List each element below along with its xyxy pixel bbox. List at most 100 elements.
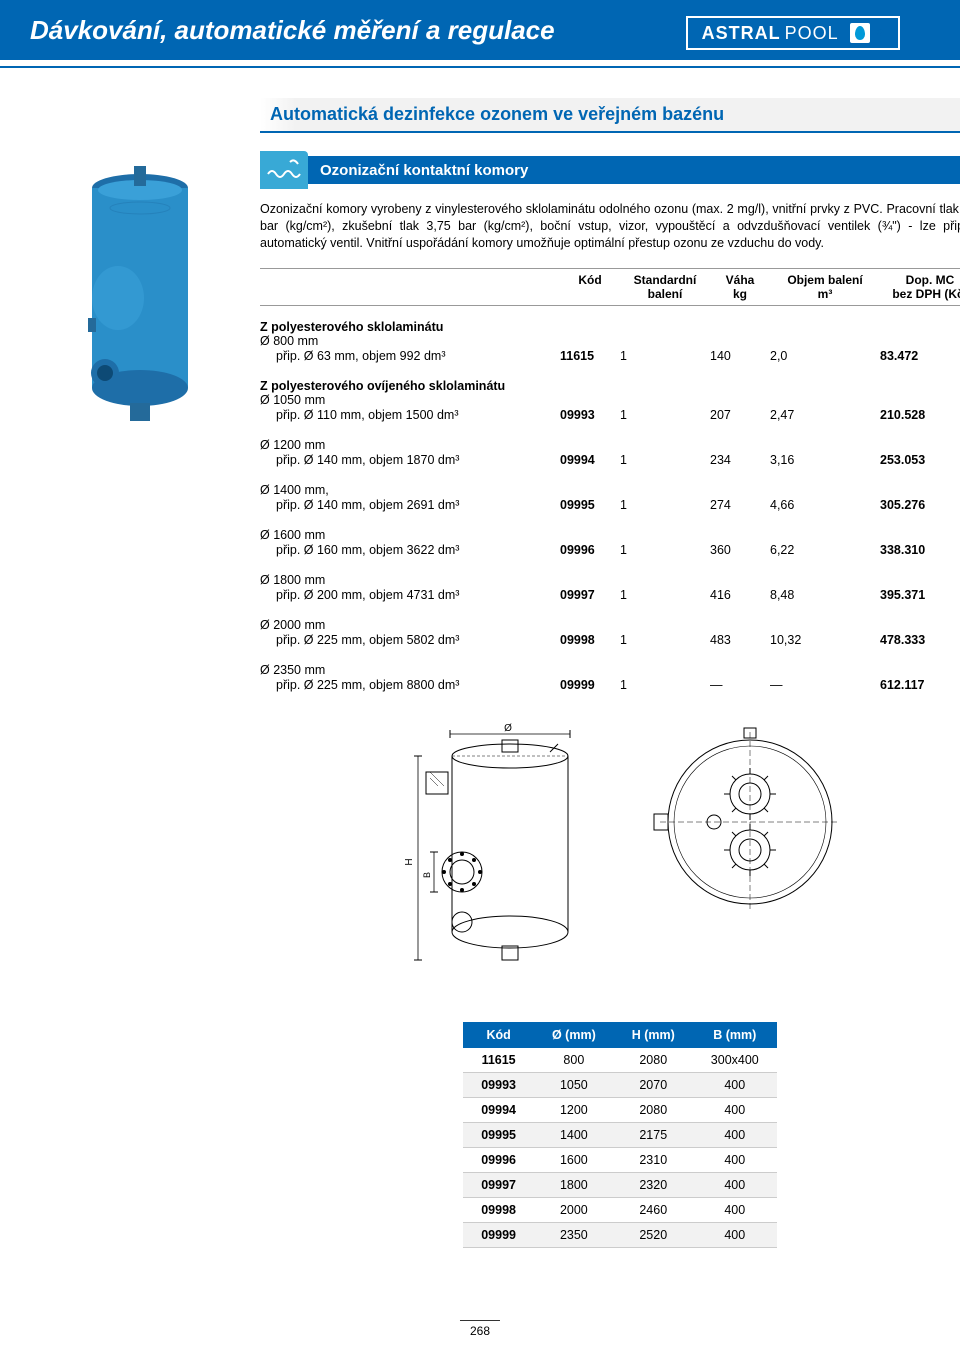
product-list: Z polyesterového sklolaminátuØ 800 mm př… bbox=[260, 320, 960, 692]
dim-cell: 1800 bbox=[534, 1172, 614, 1197]
product-diameter: Ø 1050 mm bbox=[260, 393, 960, 407]
dim-cell: 09996 bbox=[463, 1147, 534, 1172]
product-spec: přip. Ø 140 mm, objem 1870 dm³ bbox=[260, 453, 560, 467]
dim-table-body: 116158002080300x400099931050207040009994… bbox=[463, 1048, 777, 1248]
dim-cell: 1050 bbox=[534, 1072, 614, 1097]
product-diameter: Ø 800 mm bbox=[260, 334, 960, 348]
product-price: 395.371 bbox=[880, 588, 960, 602]
dim-cell: 400 bbox=[693, 1197, 777, 1222]
product-diameter: Ø 2350 mm bbox=[260, 663, 960, 677]
product-group: Ø 1200 mm přip. Ø 140 mm, objem 1870 dm³… bbox=[260, 438, 960, 467]
product-std: 1 bbox=[620, 498, 710, 512]
product-price: 612.117 bbox=[880, 678, 960, 692]
dim-cell: 09997 bbox=[463, 1172, 534, 1197]
group1-title: Z polyesterového sklolaminátu bbox=[260, 320, 960, 334]
dim-cell: 2070 bbox=[614, 1072, 693, 1097]
dim-row: 0999310502070400 bbox=[463, 1072, 777, 1097]
product-spec: přip. Ø 140 mm, objem 2691 dm³ bbox=[260, 498, 560, 512]
dim-cell: 400 bbox=[693, 1147, 777, 1172]
product-group: Ø 2350 mm přip. Ø 225 mm, objem 8800 dm³… bbox=[260, 663, 960, 692]
product-row: přip. Ø 225 mm, objem 8800 dm³ 09999 1 —… bbox=[260, 678, 960, 692]
col-kod: Kód bbox=[560, 273, 620, 301]
col-vaha: Váhakg bbox=[710, 273, 770, 301]
product-table-header: Kód Standardníbalení Váhakg Objem balení… bbox=[260, 268, 960, 306]
brand-light: POOL bbox=[785, 23, 839, 44]
product-diameter: Ø 1400 mm, bbox=[260, 483, 960, 497]
group2-title: Z polyesterového ovíjeného sklolaminátu bbox=[260, 379, 960, 393]
product-code: 11615 bbox=[560, 349, 620, 363]
dim-row: 116158002080300x400 bbox=[463, 1048, 777, 1073]
dim-cell: 2310 bbox=[614, 1147, 693, 1172]
product-group: Z polyesterového ovíjeného sklolaminátuØ… bbox=[260, 379, 960, 422]
page-title: Dávkování, automatické měření a regulace bbox=[30, 15, 555, 46]
dim-cell: 1400 bbox=[534, 1122, 614, 1147]
section-title: Automatická dezinfekce ozonem ve veřejné… bbox=[270, 104, 960, 125]
dim-cell: 2520 bbox=[614, 1222, 693, 1247]
product-volume: — bbox=[770, 678, 880, 692]
product-code: 09998 bbox=[560, 633, 620, 647]
dim-cell: 400 bbox=[693, 1122, 777, 1147]
product-std: 1 bbox=[620, 453, 710, 467]
product-std: 1 bbox=[620, 408, 710, 422]
product-code: 09996 bbox=[560, 543, 620, 557]
product-group: Ø 1800 mm přip. Ø 200 mm, objem 4731 dm³… bbox=[260, 573, 960, 602]
product-volume: 2,0 bbox=[770, 349, 880, 363]
product-price: 338.310 bbox=[880, 543, 960, 557]
dim-cell: 400 bbox=[693, 1172, 777, 1197]
brand-bold: ASTRAL bbox=[702, 23, 781, 44]
product-std: 1 bbox=[620, 633, 710, 647]
dim-cell: 09999 bbox=[463, 1222, 534, 1247]
dim-cell: 2175 bbox=[614, 1122, 693, 1147]
left-column bbox=[40, 98, 240, 1248]
dim-cell: 09994 bbox=[463, 1097, 534, 1122]
product-std: 1 bbox=[620, 349, 710, 363]
product-image bbox=[60, 158, 220, 438]
product-weight: 140 bbox=[710, 349, 770, 363]
dim-row: 0999514002175400 bbox=[463, 1122, 777, 1147]
product-row: přip. Ø 160 mm, objem 3622 dm³ 09996 1 3… bbox=[260, 543, 960, 557]
dim-row: 0999718002320400 bbox=[463, 1172, 777, 1197]
svg-text:Ø: Ø bbox=[504, 723, 512, 734]
product-spec: přip. Ø 225 mm, objem 8800 dm³ bbox=[260, 678, 560, 692]
product-price: 210.528 bbox=[880, 408, 960, 422]
dim-cell: 09993 bbox=[463, 1072, 534, 1097]
diagram-area: Ø bbox=[260, 722, 960, 1248]
registered-mark: ® bbox=[877, 28, 884, 39]
product-std: 1 bbox=[620, 678, 710, 692]
dim-cell: 800 bbox=[534, 1048, 614, 1073]
svg-text:B: B bbox=[422, 872, 432, 878]
product-weight: 274 bbox=[710, 498, 770, 512]
svg-text:H: H bbox=[404, 858, 415, 865]
product-row: přip. Ø 63 mm, objem 992 dm³ 11615 1 140… bbox=[260, 349, 960, 363]
col-dop: Dop. MCbez DPH (Kč) bbox=[880, 273, 960, 301]
product-volume: 10,32 bbox=[770, 633, 880, 647]
subsection-row: Ozonizační kontaktní komory bbox=[260, 151, 960, 189]
product-price: 253.053 bbox=[880, 453, 960, 467]
drop-icon bbox=[849, 22, 871, 44]
product-weight: 360 bbox=[710, 543, 770, 557]
dim-cell: 2460 bbox=[614, 1197, 693, 1222]
product-row: přip. Ø 200 mm, objem 4731 dm³ 09997 1 4… bbox=[260, 588, 960, 602]
product-std: 1 bbox=[620, 543, 710, 557]
product-price: 83.472 bbox=[880, 349, 960, 363]
product-group: Ø 2000 mm přip. Ø 225 mm, objem 5802 dm³… bbox=[260, 618, 960, 647]
dim-cell: 2000 bbox=[534, 1197, 614, 1222]
product-weight: 483 bbox=[710, 633, 770, 647]
page-number: 268 bbox=[460, 1320, 500, 1338]
dim-cell: 1200 bbox=[534, 1097, 614, 1122]
product-row: přip. Ø 110 mm, objem 1500 dm³ 09993 1 2… bbox=[260, 408, 960, 422]
content-area: Automatická dezinfekce ozonem ve veřejné… bbox=[0, 98, 960, 1278]
product-spec: přip. Ø 110 mm, objem 1500 dm³ bbox=[260, 408, 560, 422]
description-text: Ozonizační komory vyrobeny z vinylestero… bbox=[260, 201, 960, 252]
dim-cell: 400 bbox=[693, 1072, 777, 1097]
product-code: 09995 bbox=[560, 498, 620, 512]
dim-cell: 11615 bbox=[463, 1048, 534, 1073]
wave-icon bbox=[260, 151, 308, 189]
dim-cell: 2080 bbox=[614, 1048, 693, 1073]
divider-line bbox=[0, 66, 960, 68]
product-code: 09994 bbox=[560, 453, 620, 467]
brand-logo: ASTRALPOOL ® bbox=[686, 16, 900, 50]
product-spec: přip. Ø 225 mm, objem 5802 dm³ bbox=[260, 633, 560, 647]
front-diagram: Ø bbox=[390, 722, 610, 982]
dim-cell: 400 bbox=[693, 1222, 777, 1247]
